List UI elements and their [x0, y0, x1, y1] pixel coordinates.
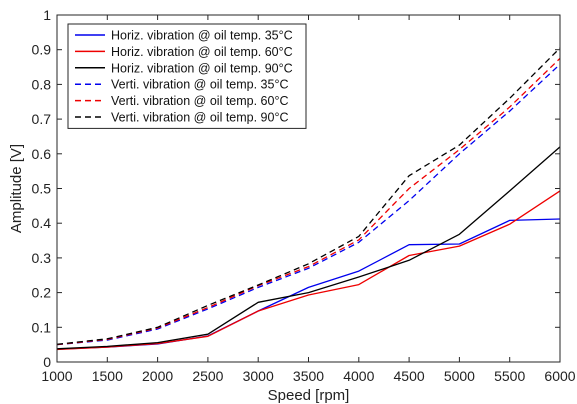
- x-tick-label: 2000: [142, 368, 173, 384]
- legend-entry: Verti. vibration @ oil temp. 90°C: [111, 111, 288, 125]
- y-tick-label: 0: [43, 354, 51, 370]
- y-tick-label: 0.2: [32, 285, 52, 301]
- y-tick-label: 0.5: [32, 181, 52, 197]
- legend-entry: Verti. vibration @ oil temp. 35°C: [111, 78, 288, 92]
- x-tick-label: 6000: [544, 368, 575, 384]
- y-tick-label: 0.9: [32, 42, 52, 58]
- x-tick-label: 4500: [394, 368, 425, 384]
- legend: Horiz. vibration @ oil temp. 35°C Horiz. …: [68, 24, 306, 128]
- x-tick-label: 5000: [444, 368, 475, 384]
- y-tick-label: 0.8: [32, 76, 52, 92]
- y-tick-label: 0.3: [32, 250, 52, 266]
- y-tick-label: 0.6: [32, 146, 52, 162]
- y-tick-label: 0.7: [32, 111, 52, 127]
- x-tick-label: 5500: [494, 368, 525, 384]
- legend-entry: Verti. vibration @ oil temp. 60°C: [111, 94, 288, 108]
- legend-entry: Horiz. vibration @ oil temp. 60°C: [111, 45, 293, 59]
- legend-entry: Horiz. vibration @ oil temp. 90°C: [111, 61, 293, 75]
- x-tick-label: 1000: [41, 368, 72, 384]
- y-tick-label: 0.1: [32, 319, 52, 335]
- x-tick-label: 3500: [293, 368, 324, 384]
- x-tick-label: 4000: [343, 368, 374, 384]
- y-axis-label: Amplitude [V]: [8, 144, 25, 233]
- y-tick-label: 1: [43, 7, 51, 23]
- x-tick-label: 1500: [92, 368, 123, 384]
- x-tick-label: 3000: [243, 368, 274, 384]
- x-tick-label: 2500: [192, 368, 223, 384]
- legend-entry: Horiz. vibration @ oil temp. 35°C: [111, 29, 293, 43]
- x-axis-label: Speed [rpm]: [268, 387, 350, 404]
- y-tick-label: 0.4: [32, 215, 52, 231]
